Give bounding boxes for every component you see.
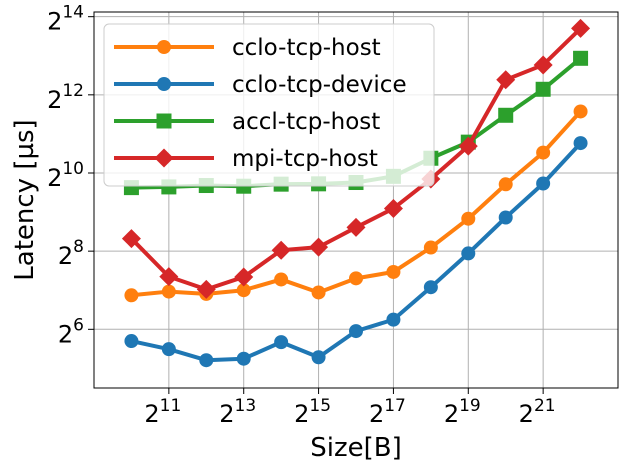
x-tick-base: 2 xyxy=(369,400,384,428)
x-tick-base: 2 xyxy=(219,400,234,428)
data-point xyxy=(461,211,476,226)
data-point xyxy=(386,312,401,327)
data-point xyxy=(498,107,514,123)
series-mpi-tcp-host xyxy=(121,18,591,299)
x-tick-base: 2 xyxy=(294,400,309,428)
data-point xyxy=(423,240,438,255)
x-tick-exponent: 19 xyxy=(459,396,481,416)
data-point xyxy=(349,324,363,339)
legend-entry: mpi-tcp-host xyxy=(114,146,378,172)
y-tick-exponent: 10 xyxy=(62,159,84,179)
x-tick-label: 219 xyxy=(444,396,481,428)
y-tick-exponent: 14 xyxy=(62,3,84,23)
data-point xyxy=(498,210,513,225)
x-tick-label: 215 xyxy=(294,396,331,428)
data-point xyxy=(274,272,289,287)
y-tick-label: 212 xyxy=(47,81,84,114)
data-point xyxy=(349,271,363,286)
legend: cclo-tcp-host cclo-tcp-device accl-tcp-hos… xyxy=(103,23,435,187)
y-tick-exponent: 8 xyxy=(73,237,84,257)
y-tick-label: 214 xyxy=(47,3,84,36)
y-tick-label: 210 xyxy=(47,159,84,192)
data-point xyxy=(573,50,589,66)
legend-swatch-marker xyxy=(157,77,171,91)
data-point xyxy=(309,237,329,257)
data-point xyxy=(461,246,476,261)
x-tick-exponent: 17 xyxy=(384,396,406,416)
legend-label: accl-tcp-host xyxy=(232,109,380,135)
data-point xyxy=(124,288,139,303)
data-point xyxy=(573,136,588,151)
data-point xyxy=(161,284,176,299)
data-point xyxy=(236,351,251,366)
x-tick-base: 2 xyxy=(519,400,534,428)
x-tick-label: 217 xyxy=(369,396,406,428)
legend-label: mpi-tcp-host xyxy=(232,146,378,172)
legend-label: cclo-tcp-host xyxy=(232,35,381,61)
y-axis-label: Latency [µs] xyxy=(10,119,40,280)
legend-swatch-marker xyxy=(156,113,172,129)
y-tick-base: 2 xyxy=(47,8,62,36)
x-tick-exponent: 21 xyxy=(534,396,556,416)
series-cclo-tcp-device xyxy=(124,136,588,368)
data-point xyxy=(536,145,551,160)
x-tick-exponent: 11 xyxy=(160,396,182,416)
legend-swatch-marker xyxy=(154,148,174,168)
x-tick-label: 221 xyxy=(519,396,556,428)
data-point xyxy=(383,198,403,218)
data-point xyxy=(311,350,326,365)
y-tick-exponent: 12 xyxy=(62,81,84,101)
legend-box xyxy=(103,23,435,187)
y-tick-exponent: 6 xyxy=(73,315,84,335)
y-tick-label: 28 xyxy=(58,237,84,270)
data-point xyxy=(573,104,588,119)
legend-label: cclo-tcp-device xyxy=(232,72,407,98)
data-point xyxy=(311,285,326,300)
y-tick-base: 2 xyxy=(47,164,62,192)
y-tick-base: 2 xyxy=(58,320,73,348)
data-point xyxy=(236,283,251,298)
data-point xyxy=(423,280,438,295)
x-tick-label: 213 xyxy=(219,396,256,428)
data-point xyxy=(571,18,591,38)
data-point xyxy=(496,70,516,90)
x-axis-label: Size[B] xyxy=(310,433,402,463)
legend-entry: cclo-tcp-device xyxy=(114,72,407,98)
data-point xyxy=(234,267,254,287)
data-point xyxy=(196,279,216,299)
data-point xyxy=(199,353,214,368)
data-point xyxy=(386,264,401,279)
data-point xyxy=(121,229,141,249)
x-tick-exponent: 15 xyxy=(309,396,331,416)
legend-swatch-marker xyxy=(157,40,171,54)
data-point xyxy=(458,136,478,156)
data-point xyxy=(533,55,553,75)
y-tick-base: 2 xyxy=(47,86,62,114)
data-point xyxy=(498,177,513,192)
x-tick-base: 2 xyxy=(144,400,159,428)
data-point xyxy=(535,81,551,97)
legend-entry: accl-tcp-host xyxy=(114,109,380,135)
y-tick-base: 2 xyxy=(58,242,73,270)
data-point xyxy=(346,217,366,237)
data-point xyxy=(159,267,179,287)
data-point xyxy=(274,335,289,350)
plot-frame xyxy=(93,11,619,389)
x-tick-exponent: 13 xyxy=(235,396,257,416)
y-tick-label: 26 xyxy=(58,315,84,348)
data-point xyxy=(124,334,139,349)
data-point xyxy=(161,342,176,357)
x-tick-label: 211 xyxy=(144,396,181,428)
x-ticks: 211 213 215 217 219 221 xyxy=(144,388,556,428)
x-tick-base: 2 xyxy=(444,400,459,428)
series-layer xyxy=(121,18,591,368)
data-point xyxy=(271,240,291,260)
data-point xyxy=(536,176,551,191)
legend-entry: cclo-tcp-host xyxy=(114,35,381,61)
